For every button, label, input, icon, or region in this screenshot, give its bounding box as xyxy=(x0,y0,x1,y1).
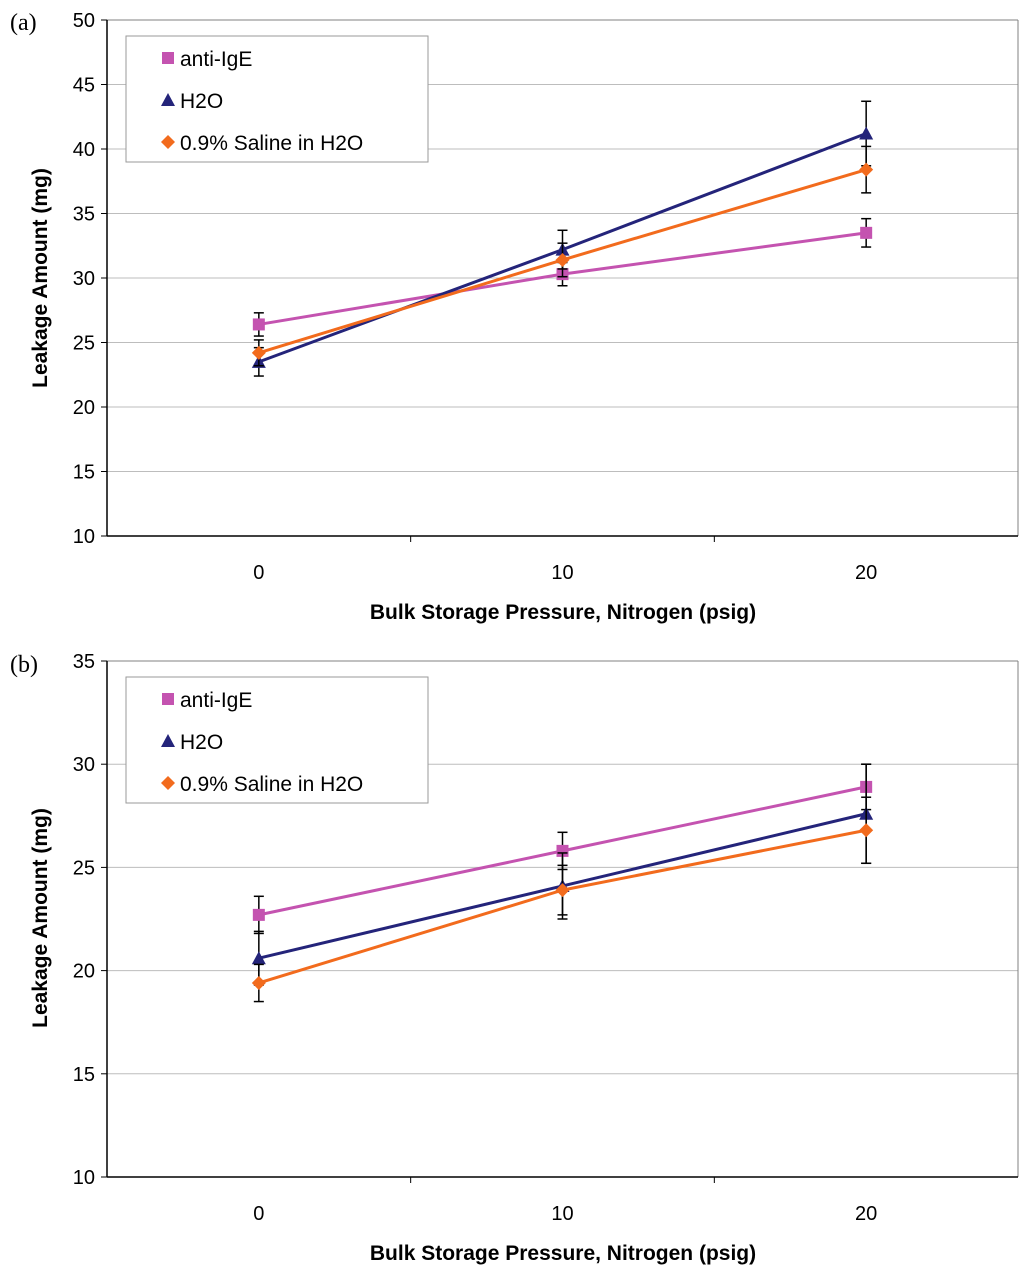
y-tick-label: 10 xyxy=(73,526,95,548)
y-tick-label: 45 xyxy=(73,75,95,97)
x-tick-label: 0 xyxy=(253,1203,264,1225)
x-tick-label: 10 xyxy=(551,1203,573,1225)
legend-label: anti-IgE xyxy=(180,48,252,71)
marker-diamond xyxy=(859,823,874,838)
chart-panel-b: 10 15 20 25 30 35 0 10 20 (b) Bulk Storage Pressu… xyxy=(10,651,1019,1265)
legend-label: 0.9% Saline in H2O xyxy=(180,773,363,796)
y-tick-label: 20 xyxy=(73,961,95,983)
y-tick-label: 30 xyxy=(73,268,95,290)
marker-triangle xyxy=(859,126,874,140)
y-tick-label: 30 xyxy=(73,754,95,776)
x-tick-label: 0 xyxy=(253,562,264,584)
y-axis-title: Leakage Amount (mg) xyxy=(29,808,52,1028)
marker-diamond xyxy=(161,776,175,790)
y-tick-label: 35 xyxy=(73,651,95,673)
legend: anti-IgE H2O 0.9% Saline in H2O xyxy=(125,676,429,804)
marker-square xyxy=(252,318,265,331)
marker-triangle xyxy=(161,93,175,106)
marker-square xyxy=(252,908,265,921)
series-diamond xyxy=(251,145,874,367)
x-tick-label: 20 xyxy=(855,562,877,584)
legend-label: anti-IgE xyxy=(180,689,252,712)
series-diamond xyxy=(251,796,874,1003)
plot-area: 10 15 20 25 30 35 40 45 50 0 10 20 xyxy=(73,10,1019,584)
marker-diamond xyxy=(161,135,175,149)
marker-diamond xyxy=(555,883,570,898)
marker-square xyxy=(162,693,174,705)
marker-triangle xyxy=(251,951,266,965)
chart-panel-a: 10 15 20 25 30 35 40 45 50 0 10 20 (a) Bulk Storage … xyxy=(10,10,1019,624)
marker-diamond xyxy=(555,252,570,267)
x-tick-label: 10 xyxy=(551,562,573,584)
y-tick-label: 50 xyxy=(73,10,95,32)
y-tick-label: 25 xyxy=(73,857,95,879)
y-tick-label: 20 xyxy=(73,397,95,419)
y-tick-label: 40 xyxy=(73,139,95,161)
panel-label: (a) xyxy=(10,10,37,36)
legend-label: 0.9% Saline in H2O xyxy=(180,132,363,155)
legend-box xyxy=(125,676,429,804)
x-axis-title: Bulk Storage Pressure, Nitrogen (psig) xyxy=(370,601,756,624)
y-tick-label: 25 xyxy=(73,333,95,355)
marker-diamond xyxy=(859,162,874,177)
x-tick-label: 20 xyxy=(855,1203,877,1225)
y-tick-label: 10 xyxy=(73,1167,95,1189)
marker-diamond xyxy=(251,345,266,360)
marker-square xyxy=(556,844,569,857)
marker-triangle xyxy=(161,734,175,747)
legend-label: H2O xyxy=(180,731,223,754)
y-tick-label: 15 xyxy=(73,1064,95,1086)
y-tick-label: 35 xyxy=(73,204,95,226)
marker-diamond xyxy=(251,975,266,990)
y-tick-label: 15 xyxy=(73,462,95,484)
legend-box xyxy=(125,35,429,163)
legend: anti-IgE H2O 0.9% Saline in H2O xyxy=(125,35,429,163)
y-axis-title: Leakage Amount (mg) xyxy=(29,168,52,388)
marker-square xyxy=(162,52,174,64)
panel-label: (b) xyxy=(10,652,38,678)
marker-square xyxy=(860,226,873,239)
x-axis-title: Bulk Storage Pressure, Nitrogen (psig) xyxy=(370,1242,756,1265)
plot-area: 10 15 20 25 30 35 0 10 20 xyxy=(73,651,1019,1225)
legend-label: H2O xyxy=(180,90,223,113)
